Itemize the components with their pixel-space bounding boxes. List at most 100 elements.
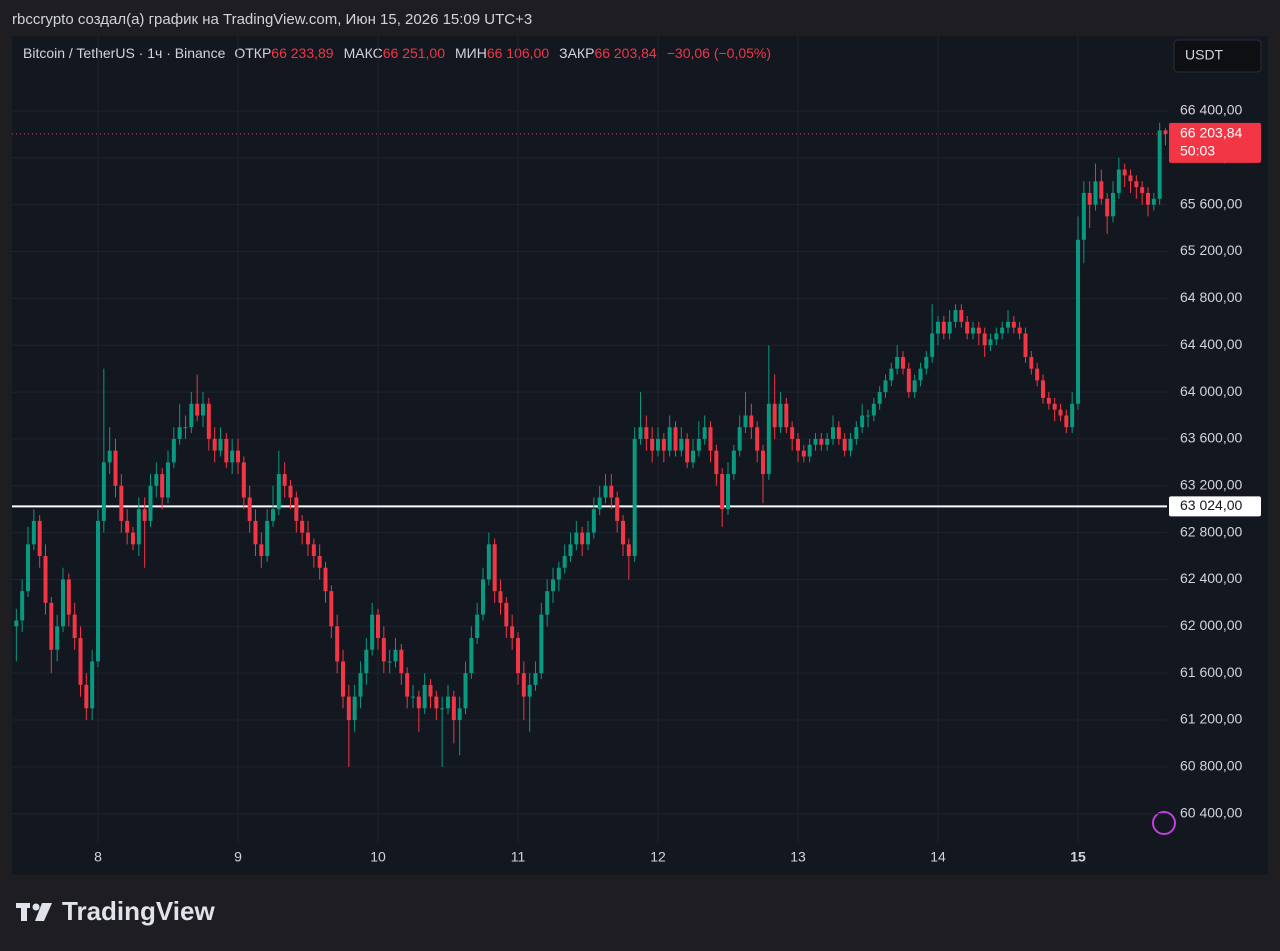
candle-body [918,368,923,381]
candle-body [516,638,520,674]
last-price-label: 66 203,84 [1180,125,1242,141]
candle-body [166,462,170,498]
candle-body [1163,130,1168,134]
candle-body [866,415,870,417]
candle-body [276,474,281,510]
candle-body [259,544,264,557]
candle-body [14,620,19,627]
lightning-icon[interactable] [1152,811,1176,835]
candle-body [84,684,89,709]
candle-body [241,462,246,498]
candle-body [346,696,351,721]
ohlc-value: 66 251,00 [383,45,445,61]
candle-body [422,684,427,709]
candle-body [883,380,888,393]
candle-body [685,438,690,463]
candle-body [766,403,771,475]
candle-body [171,438,176,463]
candle-body [638,427,643,439]
candle-body [936,321,940,334]
candle-body [119,485,124,521]
candle-body [661,438,666,451]
candle-body [457,708,462,721]
candle-body [737,427,742,451]
candle-body [574,532,579,545]
candle-body [393,649,398,662]
ohlc-label: МАКС [344,45,383,61]
candle-body [848,438,853,451]
currency[interactable]: USDT [1185,47,1224,63]
x-tick-label: 10 [370,849,386,865]
candle-body [224,438,229,463]
candle-body [364,649,369,674]
candle-body [1052,403,1057,410]
candle-body [831,427,835,439]
candle-body [971,327,975,334]
countdown: 50:03 [1180,143,1215,159]
y-tick-label: 65 200,00 [1180,242,1242,258]
candle-body [446,696,450,709]
logo-part [21,903,27,921]
y-tick-label: 62 400,00 [1180,570,1242,586]
candle-body [621,520,625,545]
price-line-box [1169,496,1261,517]
candle-body [656,438,660,451]
candle-body [311,544,316,557]
logo-text: TradingView [62,896,215,926]
y-tick-label: 63 200,00 [1180,476,1242,492]
candle-body [101,462,106,521]
ohlc-label: ОТКР [234,45,271,61]
price-line-label: 63 024,00 [1180,497,1242,513]
candle-body [696,438,701,451]
candle-body [1140,187,1145,193]
candle-body [1105,198,1110,217]
candle-body [72,614,77,639]
candle-body [498,591,503,603]
candle-body [539,614,544,674]
candle-body [195,403,200,416]
candle-body [1122,169,1127,176]
candle-body [300,520,305,533]
candle-body [889,368,894,381]
candle-body [813,438,818,445]
candle-body [492,544,497,592]
x-tick-label: 15 [1070,849,1086,865]
candle-body [1128,175,1133,182]
candle-body [428,684,433,697]
candle-body [801,450,806,457]
candle-body [965,321,970,334]
candle-body [626,544,631,557]
candle-body [212,438,217,451]
candle-body [1146,192,1150,205]
candle-body [726,474,730,510]
candle-body [341,661,345,697]
candle-body [644,427,649,439]
candle-body [982,333,987,346]
candle-body [253,520,258,545]
last-price-box [1169,122,1261,163]
candle-body [387,661,392,663]
candle-body [282,474,287,486]
candle-body [434,696,439,709]
currency-button[interactable] [1173,39,1262,73]
candle-body [1081,192,1086,240]
candle-body [580,532,585,545]
candle-body [61,579,65,627]
candle-body [451,696,456,721]
candle-body [189,403,194,428]
candle-body [1099,181,1104,199]
change: −30,06 (−0,05%) [667,45,771,61]
candle-body [591,509,596,533]
candle-body [1023,333,1028,357]
y-tick-label: 60 400,00 [1180,804,1242,820]
candle-body [790,427,795,439]
candle-body [609,485,614,498]
candle-body [1017,327,1022,334]
candle-body [510,626,515,639]
candle-body [860,415,865,428]
candle-body [895,356,900,369]
candle-body [871,403,876,416]
candle-body [988,339,993,346]
candle-body [78,638,83,685]
